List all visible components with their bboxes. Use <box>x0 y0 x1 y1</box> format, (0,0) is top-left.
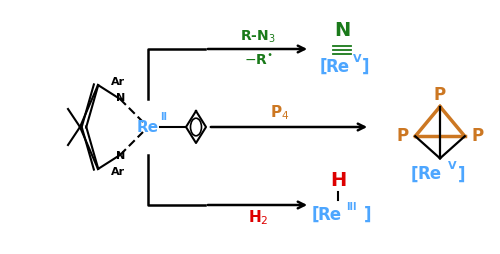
Text: P$_4$: P$_4$ <box>270 104 289 122</box>
Text: ]: ] <box>362 58 370 76</box>
Text: [: [ <box>319 58 327 76</box>
Text: N: N <box>116 93 126 103</box>
Text: Re: Re <box>318 206 342 224</box>
Text: R-N$_3$: R-N$_3$ <box>240 29 276 45</box>
Text: Re: Re <box>418 165 442 183</box>
Text: P: P <box>472 127 484 145</box>
Text: Re: Re <box>326 58 350 76</box>
Text: Ar: Ar <box>111 77 125 87</box>
Text: ]: ] <box>458 165 466 183</box>
Text: H$_2$: H$_2$ <box>248 209 268 227</box>
Text: II: II <box>160 112 168 122</box>
Text: P: P <box>396 127 408 145</box>
Text: ]: ] <box>364 206 372 224</box>
Text: N: N <box>116 151 126 161</box>
Text: $-$R$^{\bullet}$: $-$R$^{\bullet}$ <box>244 54 272 68</box>
Text: III: III <box>346 202 356 212</box>
Text: [: [ <box>410 165 418 183</box>
Text: [: [ <box>311 206 319 224</box>
Text: V: V <box>352 54 362 64</box>
Text: Ar: Ar <box>111 167 125 177</box>
Text: Re: Re <box>137 119 159 135</box>
Text: N: N <box>334 22 350 40</box>
Text: P: P <box>434 86 446 104</box>
Text: H: H <box>330 170 346 189</box>
Text: V: V <box>448 161 456 171</box>
